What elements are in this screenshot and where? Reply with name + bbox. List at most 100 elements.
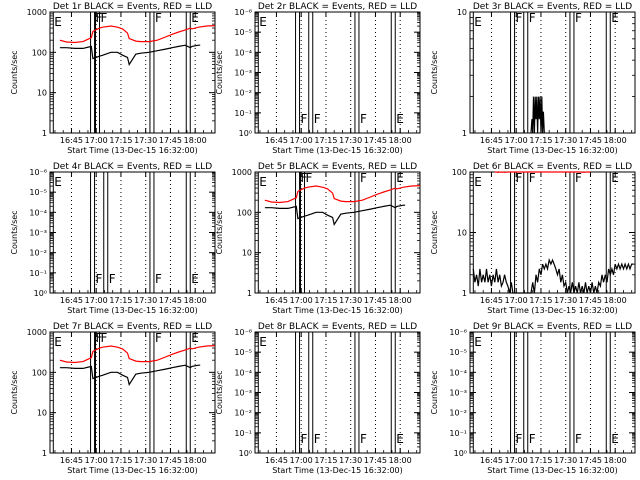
- x-axis-label: Start Time (13-Dec-15 16:32:00): [67, 466, 198, 475]
- x-tick-label: 17:30: [134, 296, 157, 305]
- marker-label-f: F: [155, 331, 162, 345]
- panel-title: Det 6r BLACK = Events, RED = LLD: [473, 162, 632, 172]
- y-tick-label: 1: [462, 129, 467, 138]
- y-tick-label: 10⁻⁵: [449, 348, 467, 357]
- marker-label-e: E: [396, 432, 404, 446]
- x-tick-label: 18:00: [389, 296, 412, 305]
- x-tick-label: 16:45: [60, 296, 83, 305]
- y-tick-label: 10⁰: [454, 449, 467, 458]
- x-tick-label: 17:45: [364, 296, 387, 305]
- y-tick-label: 1000: [232, 168, 252, 177]
- y-tick-label: 1: [42, 129, 47, 138]
- panel-title: Det 7r BLACK = Events, RED = LLD: [53, 322, 212, 332]
- marker-label-e: E: [191, 11, 199, 25]
- marker-label-f: F: [529, 171, 536, 185]
- panel-det-7: Det 7r BLACK = Events, RED = LLD 1 10 100 10…: [10, 322, 216, 475]
- y-tick-label: 10⁻¹: [234, 109, 252, 118]
- y-tick-label: 10⁻⁵: [234, 348, 252, 357]
- x-tick-label: 16:45: [480, 296, 503, 305]
- y-axis-label: Counts/sec: [10, 50, 19, 94]
- y-tick-label: 10⁻⁴: [449, 368, 467, 377]
- marker-label-f: F: [529, 432, 536, 446]
- marker-label-f: F: [101, 331, 108, 345]
- y-tick-label: 10⁻¹: [29, 269, 47, 278]
- x-tick-label: 17:15: [529, 296, 552, 305]
- y-tick-label: 10⁻⁶: [449, 328, 467, 337]
- panel-title: Det 1r BLACK = Events, RED = LLD: [53, 2, 212, 12]
- y-tick-label: 100: [32, 48, 47, 57]
- panel-det-6: Det 6r BLACK = Events, RED = LLD 1 10 100 Co…: [430, 162, 636, 315]
- y-tick-label: 10: [457, 229, 467, 238]
- x-tick-label: 16:45: [60, 136, 83, 145]
- x-tick-label: 17:30: [339, 136, 362, 145]
- marker-label-f: F: [516, 432, 523, 446]
- marker-label-f: F: [575, 171, 582, 185]
- x-tick-label: 17:30: [554, 296, 577, 305]
- y-tick-label: 10⁻⁴: [29, 208, 47, 217]
- x-axis-label: Start Time (13-Dec-15 16:32:00): [487, 306, 618, 315]
- x-tick-label: 17:15: [314, 136, 337, 145]
- y-tick-label: 10⁻³: [449, 389, 467, 398]
- y-tick-label: 10⁻⁶: [234, 328, 252, 337]
- y-axis-label: Counts/sec: [430, 210, 439, 254]
- x-tick-label: 17:45: [579, 136, 602, 145]
- x-tick-label: 17:15: [109, 456, 132, 465]
- x-tick-label: 17:45: [579, 296, 602, 305]
- marker-label-e: E: [611, 11, 619, 25]
- marker-label-f: F: [109, 272, 116, 286]
- x-tick-label: 17:00: [290, 136, 313, 145]
- y-axis-label: Counts/sec: [430, 370, 439, 414]
- x-tick-label: 17:45: [579, 456, 602, 465]
- x-tick-label: 17:30: [134, 456, 157, 465]
- y-tick-label: 10⁻⁶: [29, 168, 47, 177]
- x-axis-label: Start Time (13-Dec-15 16:32:00): [272, 146, 403, 155]
- y-tick-label: 10⁰: [34, 289, 47, 298]
- x-tick-label: 18:00: [604, 136, 627, 145]
- plot-frame: [254, 171, 421, 294]
- x-axis-label: Start Time (13-Dec-15 16:32:00): [272, 306, 403, 315]
- x-tick-label: 17:00: [85, 136, 108, 145]
- y-tick-label: 10⁻¹: [234, 429, 252, 438]
- y-tick-label: 1: [247, 289, 252, 298]
- y-tick-label: 10: [37, 89, 47, 98]
- marker-label-f: F: [101, 11, 108, 25]
- marker-label-e: E: [54, 15, 62, 29]
- y-tick-label: 10⁻³: [234, 69, 252, 78]
- series-lld-line: [264, 185, 421, 204]
- marker-label-f: F: [516, 11, 523, 25]
- x-tick-label: 17:00: [290, 296, 313, 305]
- y-axis-label: Counts/sec: [215, 210, 224, 254]
- y-tick-label: 10⁻²: [29, 249, 47, 258]
- marker-label-f: F: [155, 272, 162, 286]
- marker-label-e: E: [259, 175, 267, 189]
- x-tick-label: 17:45: [159, 136, 182, 145]
- y-tick-label: 1000: [27, 328, 47, 337]
- marker-label-f: F: [575, 11, 582, 25]
- y-tick-label: 10⁻⁵: [29, 188, 47, 197]
- marker-label-f: F: [360, 171, 367, 185]
- x-tick-label: 17:00: [505, 296, 528, 305]
- y-tick-label: 1: [462, 289, 467, 298]
- x-tick-label: 16:45: [265, 296, 288, 305]
- panel-title: Det 9r BLACK = Events, RED = LLD: [473, 322, 632, 332]
- marker-label-f: F: [529, 11, 536, 25]
- x-axis-label: Start Time (13-Dec-15 16:32:00): [487, 466, 618, 475]
- marker-label-e: E: [396, 112, 404, 126]
- y-tick-label: 10⁰: [239, 129, 252, 138]
- x-tick-label: 17:30: [134, 136, 157, 145]
- marker-label-f: F: [314, 112, 321, 126]
- x-tick-label: 17:15: [529, 136, 552, 145]
- x-tick-label: 17:15: [529, 456, 552, 465]
- x-tick-label: 16:45: [60, 456, 83, 465]
- panel-det-3: Det 3r BLACK = Events, RED = LLD 1 10 Count…: [430, 2, 636, 155]
- marker-label-f: F: [314, 432, 321, 446]
- x-axis-label: Start Time (13-Dec-15 16:32:00): [67, 146, 198, 155]
- panel-det-4: Det 4r BLACK = Events, RED = LLD 10⁰ 10⁻¹ 1…: [10, 162, 216, 315]
- x-tick-label: 17:45: [159, 456, 182, 465]
- marker-label-e: E: [474, 335, 482, 349]
- panel-det-9: Det 9r BLACK = Events, RED = LLD 10⁰ 10⁻¹ 1…: [430, 322, 636, 475]
- x-tick-label: 17:15: [314, 456, 337, 465]
- x-tick-label: 18:00: [604, 456, 627, 465]
- marker-label-f: F: [306, 171, 313, 185]
